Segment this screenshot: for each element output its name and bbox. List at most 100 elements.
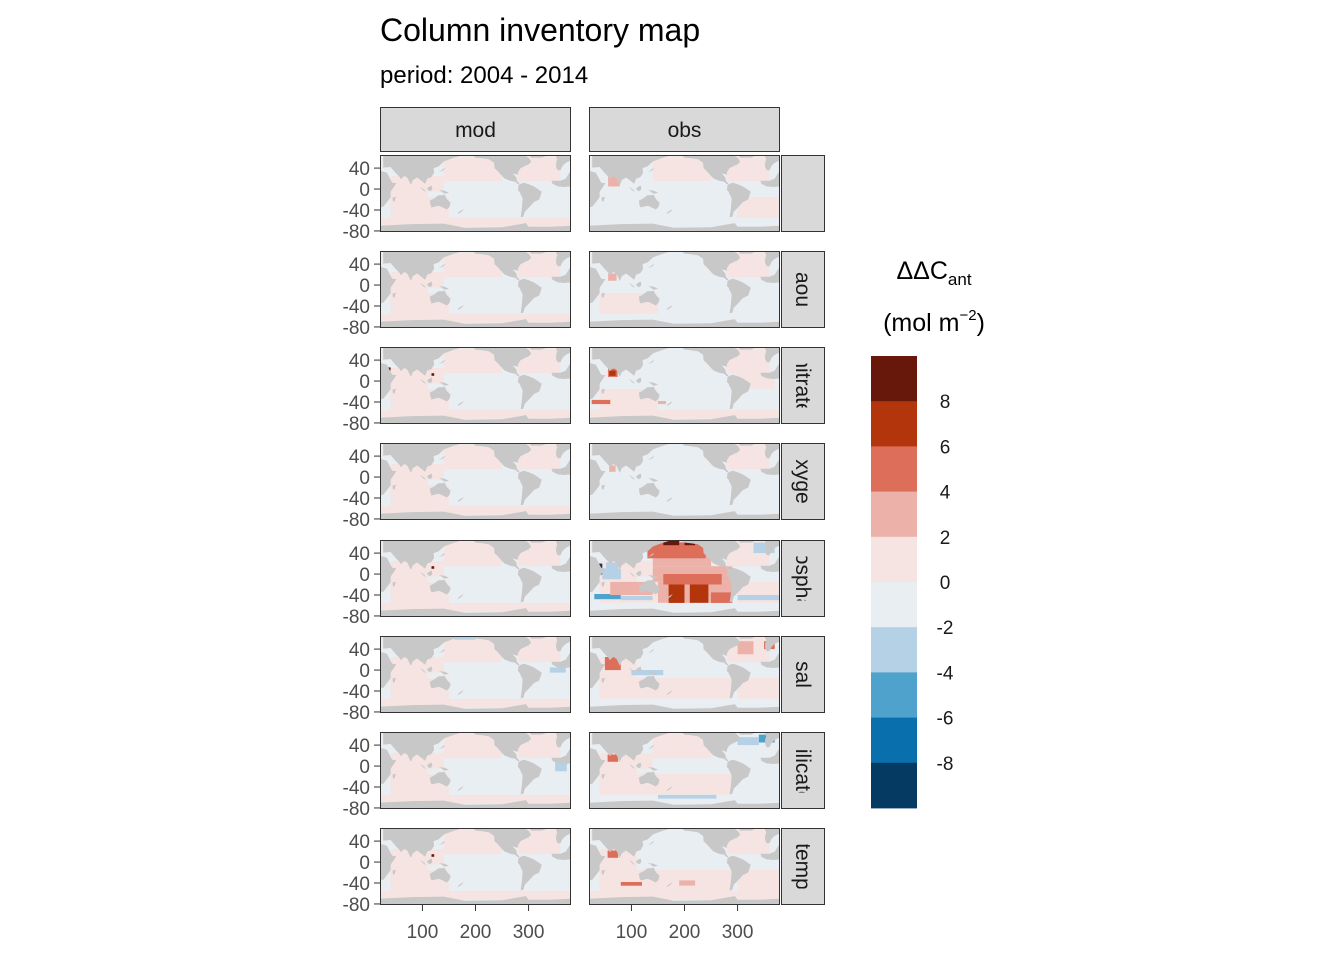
legend-unit-sup: −2	[959, 307, 976, 324]
legend-bin	[871, 717, 917, 764]
anomaly-patch	[431, 373, 435, 376]
anomaly-patch	[663, 574, 722, 585]
ocean-zone	[397, 465, 410, 473]
panel-map	[589, 828, 780, 905]
panel-map	[589, 540, 780, 617]
anomaly-patch	[679, 880, 696, 886]
ocean-zone	[443, 854, 524, 870]
panel-border	[380, 828, 571, 905]
anomaly-patch	[454, 636, 476, 640]
ocean-zone	[449, 677, 524, 699]
anomaly-patch	[431, 854, 435, 857]
panel-map	[589, 636, 780, 713]
ocean-zone	[449, 484, 524, 506]
legend-label: -8	[937, 754, 954, 775]
ocean-zone	[737, 388, 780, 410]
ocean-zone	[380, 698, 571, 708]
legend-label: 6	[940, 437, 951, 458]
land-mask	[589, 347, 780, 424]
panel-map	[380, 540, 571, 617]
panel-obs-all	[589, 155, 780, 232]
land-mask	[589, 636, 780, 713]
land-mask	[380, 155, 571, 232]
ocean-zone	[658, 196, 733, 218]
panel-border	[589, 636, 780, 713]
anomaly-patch	[431, 566, 435, 569]
y-tick-label: 0	[359, 180, 370, 201]
y-tick-label: -40	[343, 393, 370, 414]
y-tick-label: -80	[343, 895, 370, 916]
ocean-zone	[589, 217, 780, 227]
panel-mod-silicate	[380, 732, 571, 809]
ocean-zone	[606, 562, 619, 570]
panel-obs-sal	[589, 636, 780, 713]
legend-bin	[871, 627, 917, 673]
y-tick-label: -40	[343, 874, 370, 895]
ocean-zone	[449, 869, 524, 891]
anomaly-patch	[668, 579, 685, 603]
ocean-zone	[737, 677, 780, 699]
legend-label: -6	[937, 709, 954, 730]
panel-map	[589, 347, 780, 424]
ocean-zone	[658, 677, 733, 699]
ocean-zone	[737, 292, 780, 314]
ocean-zone	[652, 181, 733, 197]
panel-map	[589, 732, 780, 809]
y-tick-label: -80	[343, 318, 370, 339]
y-tick-label: -80	[343, 510, 370, 531]
y-tick-label: 0	[359, 276, 370, 297]
legend-title-main: ΔΔC	[896, 257, 947, 285]
anomaly-patch	[607, 754, 619, 762]
land-mask	[380, 636, 571, 713]
legend-bin	[871, 446, 917, 492]
ocean-zone	[658, 484, 733, 506]
strip-row-aou	[781, 251, 825, 328]
ocean-zone	[449, 773, 524, 795]
panel-mod-sal	[380, 636, 571, 713]
ocean-zone	[652, 662, 733, 678]
ocean-zone	[528, 869, 571, 891]
panel-map	[380, 828, 571, 905]
panel-obs-phosphate	[589, 540, 780, 617]
panel-mod-temp	[380, 828, 571, 905]
ocean-zone	[449, 388, 524, 410]
ocean-zone	[380, 602, 571, 612]
y-tick-label: -40	[343, 778, 370, 799]
anomaly-patch	[737, 641, 754, 655]
ocean-zone	[528, 388, 571, 410]
anomaly-patch	[608, 273, 617, 281]
anomaly-patch	[555, 760, 567, 772]
ocean-zone	[380, 313, 571, 323]
y-tick-label: 40	[349, 447, 370, 468]
x-tick-label: 200	[669, 922, 701, 943]
ocean-zone	[397, 850, 410, 858]
legend: ΔΔCant (mol m−2) 8 6 4 2 0 -2 -4 -6 -8	[871, 257, 985, 809]
legend-unit: (mol m−2)	[883, 307, 985, 337]
legend-bin	[871, 401, 917, 447]
strip-label-row: nitrate	[791, 356, 814, 414]
legend-bin	[871, 491, 917, 538]
ocean-zone	[397, 562, 410, 570]
ocean-zone	[443, 373, 524, 389]
panel-obs-silicate	[589, 732, 780, 809]
x-tick-label: 200	[460, 922, 492, 943]
panel-obs-temp	[589, 828, 780, 905]
anomaly-patch	[591, 399, 611, 405]
ocean-zone	[589, 602, 780, 612]
panel-border	[380, 443, 571, 520]
x-tick-label: 300	[513, 922, 545, 943]
strip-column-obs	[589, 107, 780, 152]
y-tick-label: 40	[349, 351, 370, 372]
land-mask	[380, 347, 571, 424]
ocean-zone	[652, 373, 733, 389]
panel-border	[589, 251, 780, 328]
strip-label-row: aou	[791, 272, 814, 307]
y-tick-label: 0	[359, 661, 370, 682]
ocean-zone	[380, 794, 571, 804]
strip-row-phosphate	[781, 540, 825, 617]
panel-border	[589, 828, 780, 905]
anomaly-patch	[663, 540, 680, 546]
anomaly-patch	[388, 367, 391, 371]
ocean-zone	[443, 758, 524, 774]
ocean-zone	[737, 869, 780, 891]
